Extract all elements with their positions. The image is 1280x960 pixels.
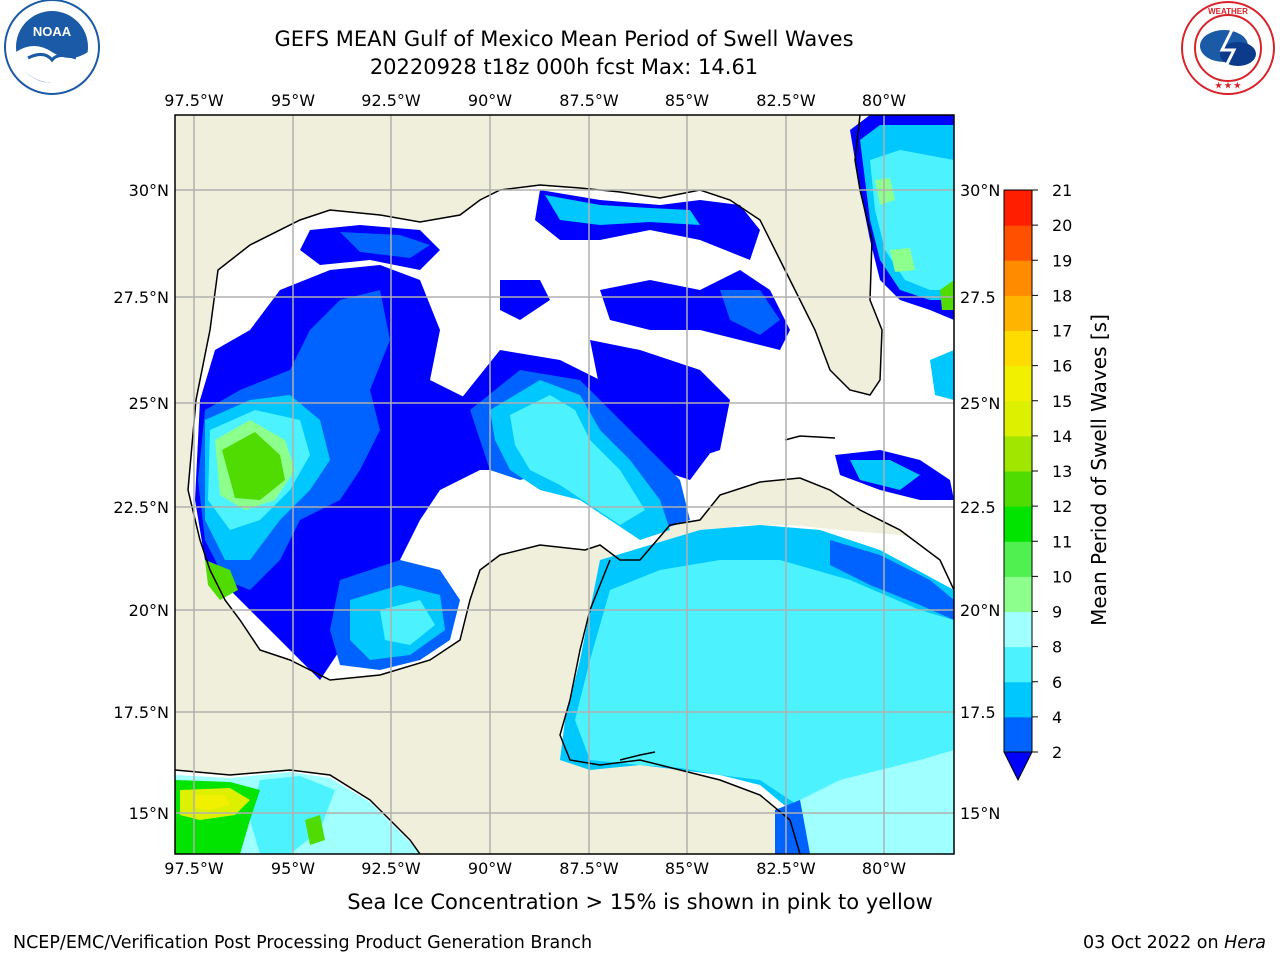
- lat-label-right: 27.5: [960, 288, 996, 307]
- colorbar-tick-label: 6: [1052, 673, 1062, 692]
- colorbar-swatch: [1004, 260, 1032, 296]
- lon-label-top: 97.5°W: [164, 91, 224, 110]
- lat-label-right: 20°N: [960, 601, 1000, 620]
- lon-label-bottom: 95°W: [271, 859, 315, 878]
- map-frame: [174, 114, 955, 855]
- svg-text:WEATHER: WEATHER: [1208, 7, 1248, 16]
- swell-field: [175, 115, 954, 854]
- lat-label-left: 22.5°N: [113, 498, 169, 517]
- coastlines: [175, 115, 954, 854]
- colorbar-swatch: [1004, 471, 1032, 507]
- colorbar-swatch: [1004, 190, 1032, 226]
- map-title: GEFS MEAN Gulf of Mexico Mean Period of …: [274, 27, 854, 51]
- svg-text:NOAA: NOAA: [33, 24, 72, 39]
- colorbar-tick-label: 20: [1052, 216, 1072, 235]
- colorbar-swatch: [1004, 365, 1032, 402]
- colorbar-swatch: [1004, 295, 1032, 331]
- lon-label-top: 87.5°W: [559, 91, 619, 110]
- svg-text:★ ★ ★: ★ ★ ★: [1215, 81, 1242, 90]
- colorbar-extend-arrow: [1003, 751, 1033, 782]
- lon-label-top: 85°W: [665, 91, 709, 110]
- colorbar-tick-label: 19: [1052, 251, 1072, 270]
- colorbar-tick-label: 15: [1052, 392, 1072, 411]
- colorbar-tick-label: 4: [1052, 708, 1062, 727]
- colorbar-tick-label: 13: [1052, 462, 1072, 481]
- lon-label-bottom: 90°W: [468, 859, 512, 878]
- map-subtitle: 20220928 t18z 000h fcst Max: 14.61: [369, 55, 759, 79]
- colorbar-tick-label: 8: [1052, 638, 1062, 657]
- colorbar-tick-label: 17: [1052, 322, 1072, 341]
- lat-label-left: 15°N: [129, 804, 169, 823]
- lat-label-left: 25°N: [129, 394, 169, 413]
- lon-label-bottom: 87.5°W: [559, 859, 619, 878]
- lon-label-bottom: 97.5°W: [164, 859, 224, 878]
- colorbar: 2 4 6 8 9 10 11 12 13 14 15 16 17 18 19 20 21: [1003, 181, 1072, 782]
- colorbar-label: Mean Period of Swell Waves [s]: [1087, 314, 1111, 626]
- lat-label-left: 17.5°N: [113, 703, 169, 722]
- lon-label-bottom: 85°W: [665, 859, 709, 878]
- lon-label-top: 95°W: [271, 91, 315, 110]
- colorbar-swatch: [1004, 576, 1032, 612]
- lat-label-right: 22.5: [960, 498, 996, 517]
- lon-label-bottom: 80°W: [862, 859, 906, 878]
- colorbar-swatch: [1004, 681, 1032, 718]
- lat-label-right: 25°N: [960, 394, 1000, 413]
- lon-label-bottom: 82.5°W: [756, 859, 816, 878]
- colorbar-swatch: [1004, 611, 1032, 648]
- colorbar-swatch: [1004, 716, 1032, 753]
- map-figure: NOAA WEATHER ★ ★ ★: [4, 0, 1275, 878]
- noaa-logo: NOAA: [4, 0, 100, 95]
- colorbar-tick-label: 12: [1052, 497, 1072, 516]
- lon-label-top: 82.5°W: [756, 91, 816, 110]
- lat-label-left: 20°N: [129, 601, 169, 620]
- colorbar-swatch: [1004, 541, 1032, 577]
- footer-credit: NCEP/EMC/Verification Post Processing Pr…: [13, 933, 593, 953]
- graticule: [175, 115, 954, 854]
- colorbar-swatch: [1004, 435, 1032, 472]
- colorbar-tick-label: 9: [1052, 603, 1062, 622]
- lat-label-right: 30°N: [960, 181, 1000, 200]
- lat-label-left: 27.5°N: [113, 288, 169, 307]
- lon-label-top: 90°W: [468, 91, 512, 110]
- colorbar-tick-label: 18: [1052, 286, 1072, 305]
- colorbar-tick-label: 16: [1052, 357, 1072, 376]
- colorbar-tick-label: 2: [1052, 743, 1062, 762]
- footer-date: 03 Oct 2022 on Hera: [1083, 933, 1266, 953]
- lat-label-right: 17.5: [960, 703, 996, 722]
- lon-label-bottom: 92.5°W: [361, 859, 421, 878]
- lon-label-top: 80°W: [862, 91, 906, 110]
- lat-label-right: 15°N: [960, 804, 1000, 823]
- lat-label-left: 30°N: [129, 181, 169, 200]
- colorbar-swatch: [1004, 330, 1032, 367]
- footer-host: Hera: [1224, 933, 1266, 953]
- colorbar-tick-label: 11: [1052, 532, 1072, 551]
- nws-logo: WEATHER ★ ★ ★: [1181, 1, 1275, 95]
- lon-label-top: 92.5°W: [361, 91, 421, 110]
- colorbar-tick-label: 14: [1052, 427, 1072, 446]
- colorbar-swatch: [1004, 225, 1032, 261]
- colorbar-tick-label: 10: [1052, 567, 1072, 586]
- colorbar-swatch: [1004, 506, 1032, 542]
- colorbar-swatch: [1004, 400, 1032, 437]
- colorbar-swatch: [1004, 646, 1032, 683]
- colorbar-tick-label: 21: [1052, 181, 1072, 200]
